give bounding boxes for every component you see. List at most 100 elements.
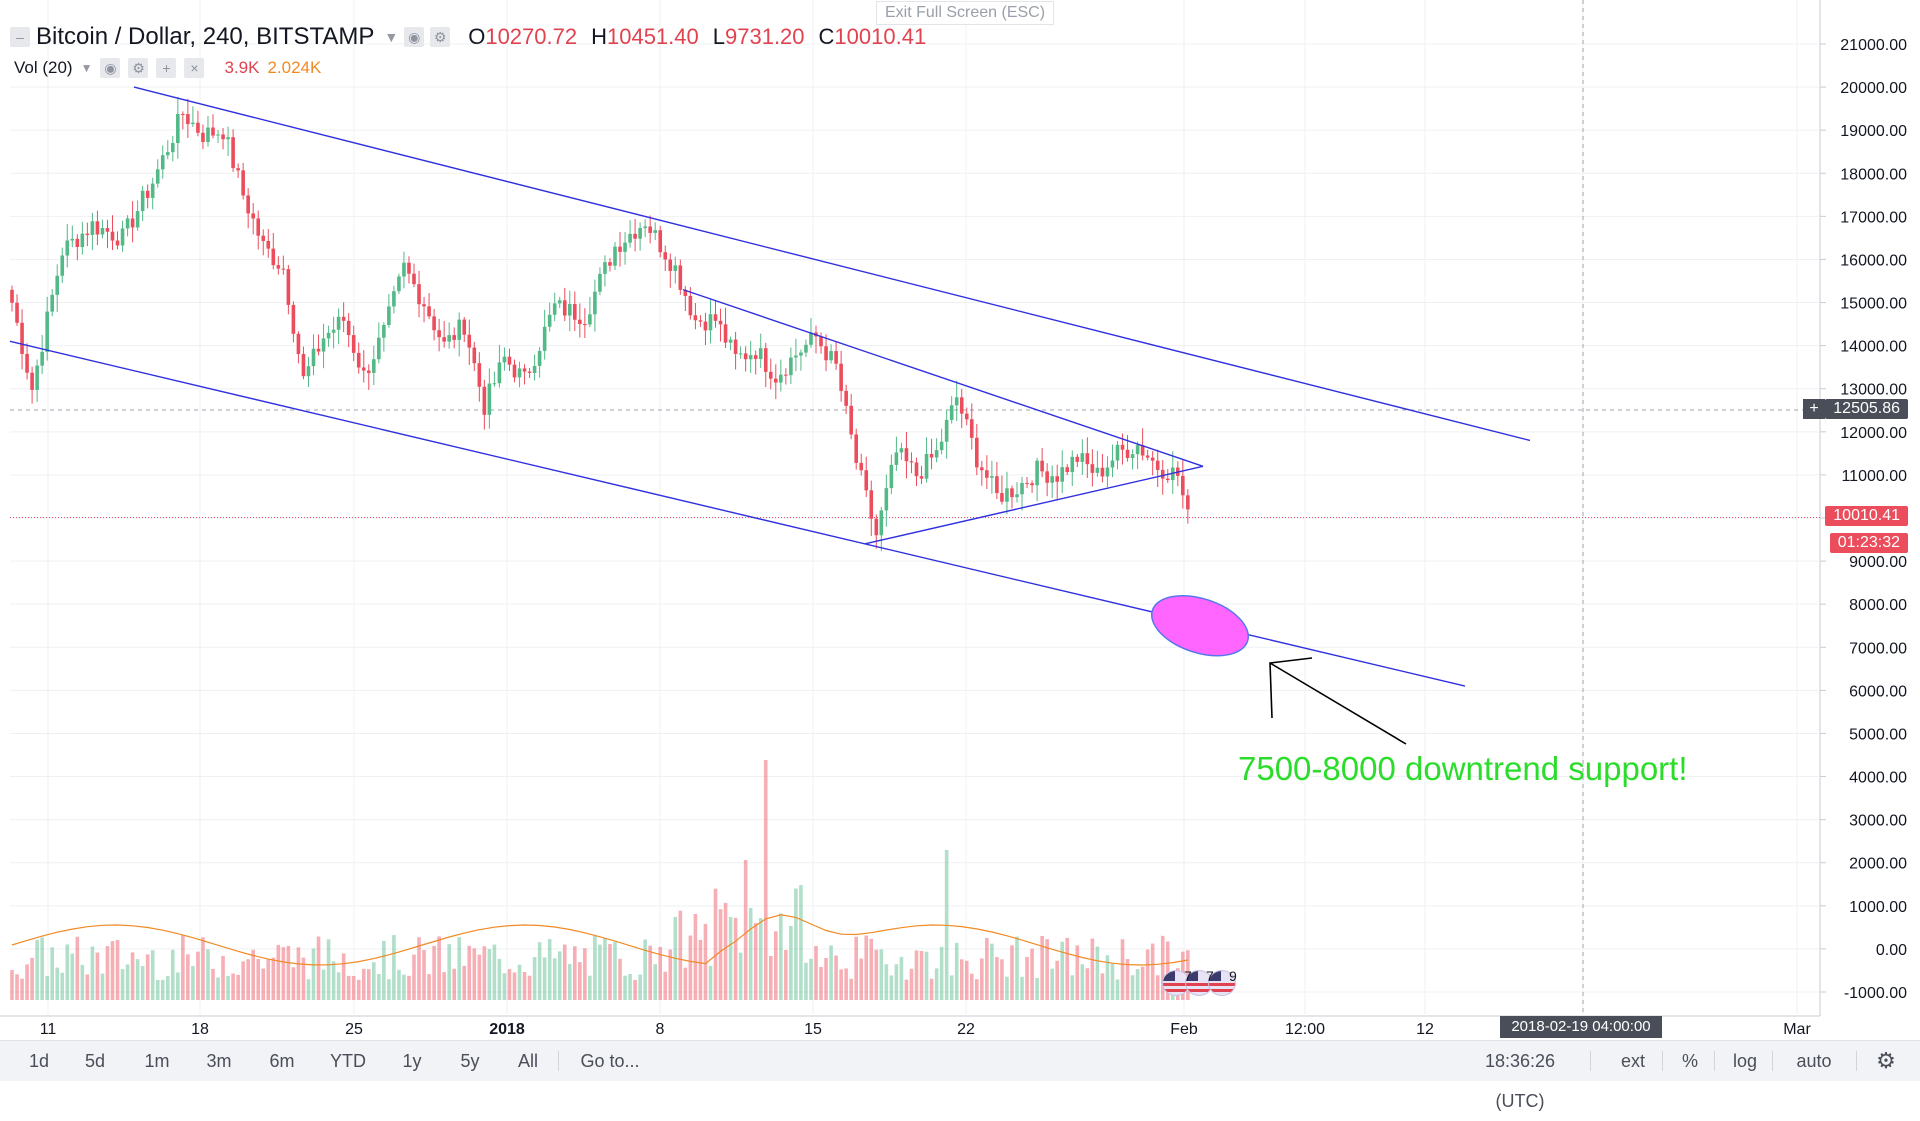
volume-bar <box>1005 976 1009 1000</box>
candle-body <box>201 132 205 142</box>
volume-bar <box>206 949 210 1000</box>
gear-icon[interactable]: ⚙ <box>128 58 149 78</box>
candle-body <box>794 355 798 358</box>
volume-bar <box>583 948 587 1000</box>
candle-body <box>532 365 537 373</box>
candle-body <box>427 306 431 317</box>
candle-body <box>1035 460 1039 486</box>
volume-bar <box>1150 943 1155 1000</box>
range-ytd-button[interactable]: YTD <box>330 1051 366 1071</box>
candle-body <box>1115 444 1120 461</box>
log-button[interactable]: log <box>1732 1051 1758 1071</box>
symbol-title[interactable]: Bitcoin / Dollar, 240, BITSTAMP <box>36 23 375 50</box>
clock[interactable]: 18:36:26 (UTC) <box>1484 1051 1556 1111</box>
candle-body <box>1125 449 1130 458</box>
range-5y-button[interactable]: 5y <box>460 1051 480 1071</box>
candle-body <box>85 233 90 235</box>
candle-body <box>487 383 492 415</box>
goto-button[interactable]: Go to... <box>580 1051 640 1071</box>
volume-bar <box>849 978 853 1000</box>
flag-icon[interactable] <box>1208 970 1236 996</box>
volume-label[interactable]: Vol (20) <box>14 58 73 77</box>
volume-bar <box>779 913 783 1000</box>
add-alert-icon[interactable]: + <box>1803 399 1825 419</box>
high-value: 10451.40 <box>606 24 699 49</box>
candle-body <box>1155 460 1160 470</box>
candle-body <box>939 441 944 451</box>
volume-bar <box>608 944 612 1000</box>
volume-bar <box>698 939 703 1000</box>
y-tick-label: 4000.00 <box>1849 770 1907 787</box>
range-6m-button[interactable]: 6m <box>269 1051 295 1071</box>
price-chart[interactable]: 21000.00 20000.00 19000.00 18000.00 17000.00… <box>0 0 1920 1040</box>
candle-body <box>246 195 250 214</box>
gear-icon[interactable]: ⚙ <box>1876 1048 1896 1073</box>
candle-body <box>477 363 482 387</box>
eye-icon[interactable]: ◉ <box>100 58 121 78</box>
range-5d-button[interactable]: 5d <box>84 1051 106 1071</box>
volume-bar <box>341 953 346 1000</box>
chevron-down-icon[interactable]: ▼ <box>384 29 399 45</box>
volume-bar <box>321 969 326 1000</box>
x-tick-label: 25 <box>345 1021 363 1038</box>
candle-body <box>562 300 567 316</box>
auto-button[interactable]: auto <box>1796 1051 1832 1071</box>
volume-bar <box>346 975 351 1000</box>
range-all-button[interactable]: All <box>517 1051 538 1071</box>
volume-bar <box>638 974 642 1000</box>
x-tick-label: 2018 <box>489 1021 525 1038</box>
chevron-down-icon[interactable]: ▼ <box>80 61 93 75</box>
range-1d-button[interactable]: 1d <box>28 1051 50 1071</box>
candle-body <box>959 397 964 414</box>
close-label: C <box>818 24 835 49</box>
volume-bar <box>241 961 245 1000</box>
ext-button[interactable]: ext <box>1620 1051 1645 1071</box>
volume-bar <box>201 937 205 1000</box>
volume-bar <box>909 968 914 1000</box>
volume-bar <box>457 937 462 1000</box>
volume-bar <box>100 973 105 1000</box>
volume-bar <box>1035 977 1039 1000</box>
volume-bar <box>598 944 602 1000</box>
candle-body <box>181 113 185 115</box>
eye-icon[interactable]: ◉ <box>404 27 425 47</box>
volume-bar <box>15 974 19 1000</box>
candle-body <box>296 333 301 354</box>
candle-body <box>326 332 331 339</box>
candle-body <box>226 137 230 140</box>
range-1m-button[interactable]: 1m <box>144 1051 170 1071</box>
candle-body <box>1100 467 1105 477</box>
close-icon[interactable]: × <box>184 58 205 78</box>
exit-fullscreen-button[interactable]: Exit Full Screen (ESC) <box>876 1 1055 25</box>
x-tick-label: 15 <box>804 1021 822 1038</box>
volume-bar <box>1065 937 1070 1000</box>
candle-body <box>668 259 673 271</box>
collapse-icon[interactable]: – <box>10 27 30 47</box>
candle-body <box>995 476 999 494</box>
x-tick-label: Mar <box>1783 1021 1811 1038</box>
volume-bar <box>150 950 155 1000</box>
candle-body <box>688 296 693 316</box>
candle-body <box>35 365 39 390</box>
candle-body <box>1110 460 1115 468</box>
range-3m-button[interactable]: 3m <box>206 1051 232 1071</box>
volume-bar <box>351 975 356 1000</box>
candle-body <box>1045 471 1049 483</box>
gear-icon[interactable]: ⚙ <box>430 27 451 47</box>
candle-body <box>567 304 572 316</box>
percent-button[interactable]: % <box>1681 1051 1698 1071</box>
chart-area[interactable]: 21000.00 20000.00 19000.00 18000.00 17000.00… <box>0 0 1920 1080</box>
plus-icon[interactable]: + <box>156 58 177 78</box>
candle-body <box>573 304 577 320</box>
candle-body <box>1085 453 1090 465</box>
range-1y-button[interactable]: 1y <box>402 1051 422 1071</box>
candle-body <box>387 306 391 325</box>
candle-body <box>693 315 698 321</box>
candle-body <box>839 363 843 391</box>
candle-body <box>70 238 75 241</box>
volume-bar <box>603 938 607 1000</box>
candle-body <box>366 370 371 373</box>
volume-bar <box>271 957 276 1000</box>
volume-bar <box>522 972 527 1000</box>
candle-body <box>804 344 808 353</box>
